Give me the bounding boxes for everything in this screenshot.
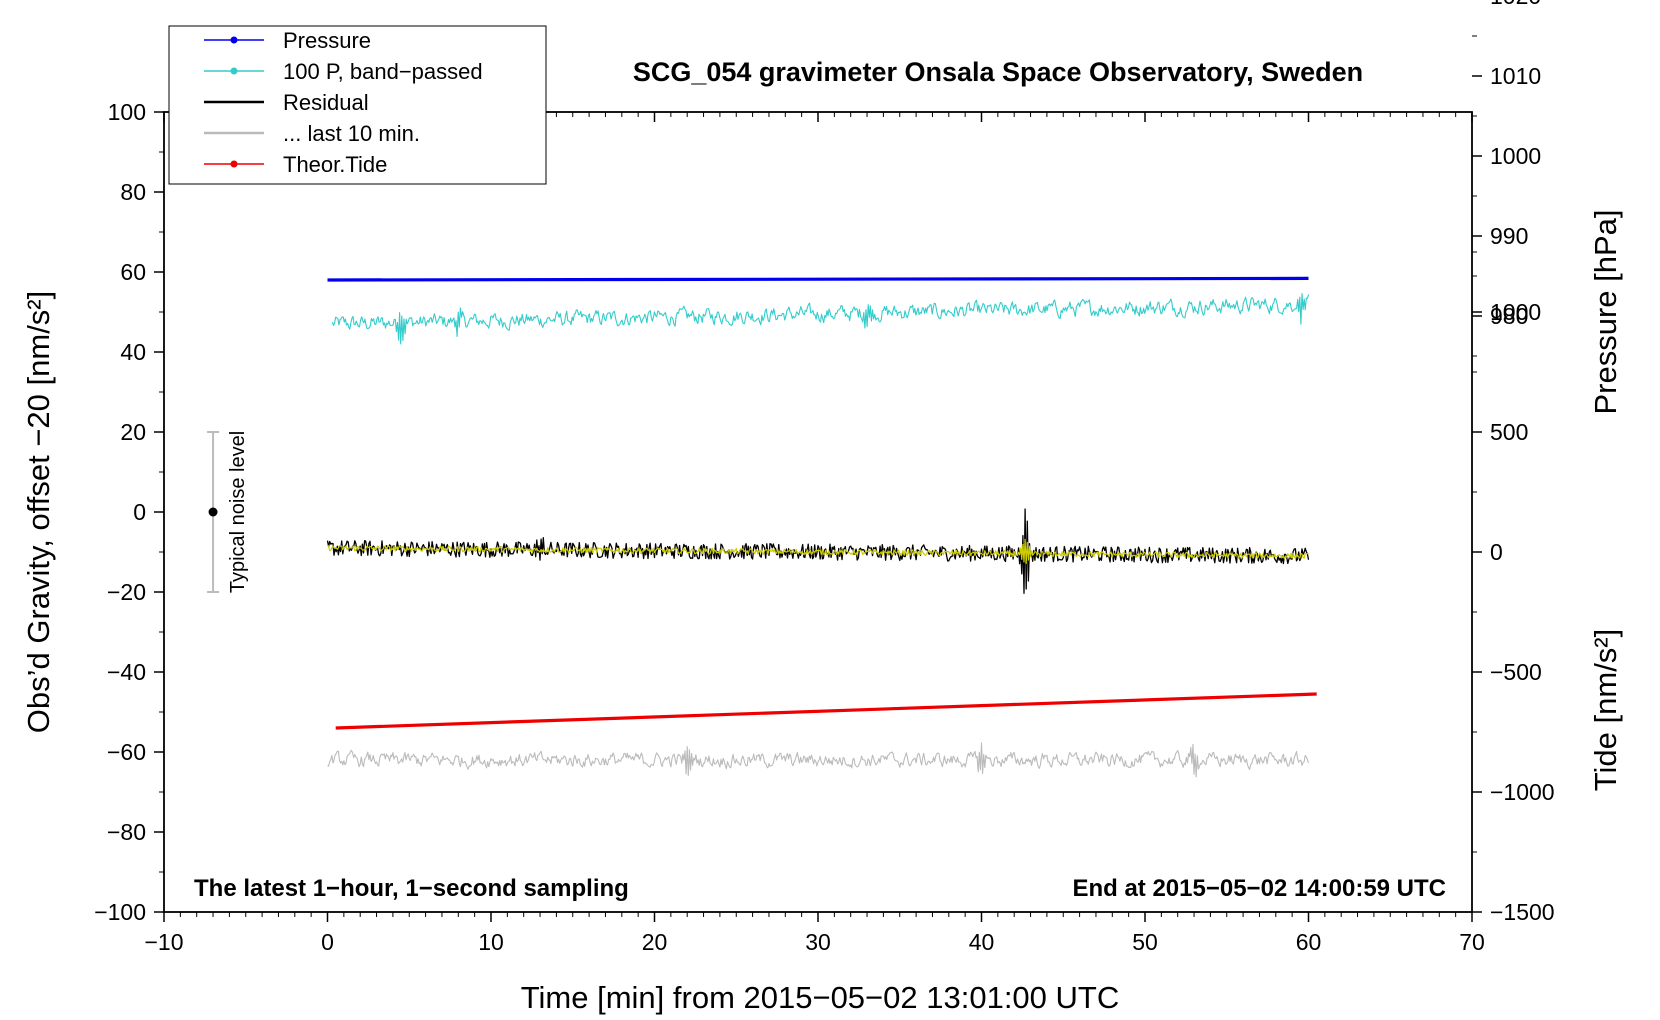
y-tick-label: −60 xyxy=(107,739,146,765)
tide-tick-label: −500 xyxy=(1490,659,1542,685)
x-tick-label: 20 xyxy=(642,929,668,955)
y-tick-label: −40 xyxy=(107,659,146,685)
series-last-10-min-line xyxy=(327,742,1310,778)
chart-title: SCG_054 gravimeter Onsala Space Observat… xyxy=(633,57,1363,87)
y-tick-label: 20 xyxy=(120,419,146,445)
tide-tick-label: 1000 xyxy=(1490,299,1541,325)
y-tick-label: 0 xyxy=(133,499,146,525)
legend-marker-100-p-band-passed xyxy=(230,67,238,75)
tide-tick-label: 500 xyxy=(1490,419,1528,445)
legend-marker-pressure xyxy=(230,36,238,44)
x-tick-label: 0 xyxy=(321,929,334,955)
pressure-tick-label: 980 xyxy=(1490,303,1528,329)
tide-tick-label: −1500 xyxy=(1490,899,1555,925)
legend-label-residual: Residual xyxy=(283,90,369,115)
pressure-axis-label: Pressure [hPa] xyxy=(1588,209,1623,414)
series-pressure-line xyxy=(327,276,1309,282)
tick-group: −10 0 10 20 30 40 50 60 70100806040200−20−40−60−… xyxy=(94,0,1554,955)
noise-bar-center-dot xyxy=(208,507,218,517)
tide-tick-label: −1000 xyxy=(1490,779,1555,805)
legend-label-last-10-min: ... last 10 min. xyxy=(283,121,420,146)
x-tick-label: 50 xyxy=(1132,929,1158,955)
x-tick-label: 30 xyxy=(805,929,831,955)
y-tick-label: −100 xyxy=(94,899,146,925)
legend-label-100-p-band-passed: 100 P, band−passed xyxy=(283,59,483,84)
x-tick-label: 60 xyxy=(1296,929,1322,955)
legend-box xyxy=(168,25,547,185)
legend-marker-theor-tide xyxy=(230,160,238,168)
plot-frame xyxy=(163,111,1473,913)
y-tick-label: 40 xyxy=(120,339,146,365)
noise-level-indicator xyxy=(207,431,220,593)
legend-label-pressure: Pressure xyxy=(283,28,371,53)
y-tick-label: 100 xyxy=(108,99,146,125)
legend-label-theor-tide: Theor.Tide xyxy=(283,152,387,177)
noise-level-label: Typical noise level xyxy=(227,431,249,593)
series-residual-smoothed-line xyxy=(327,538,1309,565)
y-tick-label: 60 xyxy=(120,259,146,285)
y-left-axis-label: Obs’d Gravity, offset −20 [nm/s²] xyxy=(21,291,56,734)
annotation-sampling: The latest 1−hour, 1−second sampling xyxy=(194,875,629,902)
y-tick-label: −80 xyxy=(107,819,146,845)
series-theor-tide-line xyxy=(335,692,1317,730)
x-tick-label: 70 xyxy=(1459,929,1485,955)
y-tick-label: −20 xyxy=(107,579,146,605)
x-tick-label: 40 xyxy=(969,929,995,955)
legend: Pressure 100 P, band−passed Residual ... la… xyxy=(168,25,547,185)
series-100-p-band-passed-line xyxy=(331,293,1310,345)
series-group xyxy=(326,276,1317,778)
tide-axis-label: Tide [nm/s²] xyxy=(1588,629,1623,792)
y-tick-label: 80 xyxy=(120,179,146,205)
pressure-tick-label: 990 xyxy=(1490,223,1528,249)
pressure-tick-label: 1010 xyxy=(1490,63,1541,89)
x-tick-label: −10 xyxy=(144,929,183,955)
series-residual-line xyxy=(326,508,1310,594)
x-tick-label: 10 xyxy=(478,929,504,955)
pressure-tick-label: 1000 xyxy=(1490,143,1541,169)
tide-tick-label: 0 xyxy=(1490,539,1503,565)
x-axis-label: Time [min] from 2015−05−02 13:01:00 UTC xyxy=(521,980,1120,1015)
annotation-end-time: End at 2015−05−02 14:00:59 UTC xyxy=(1072,875,1446,902)
